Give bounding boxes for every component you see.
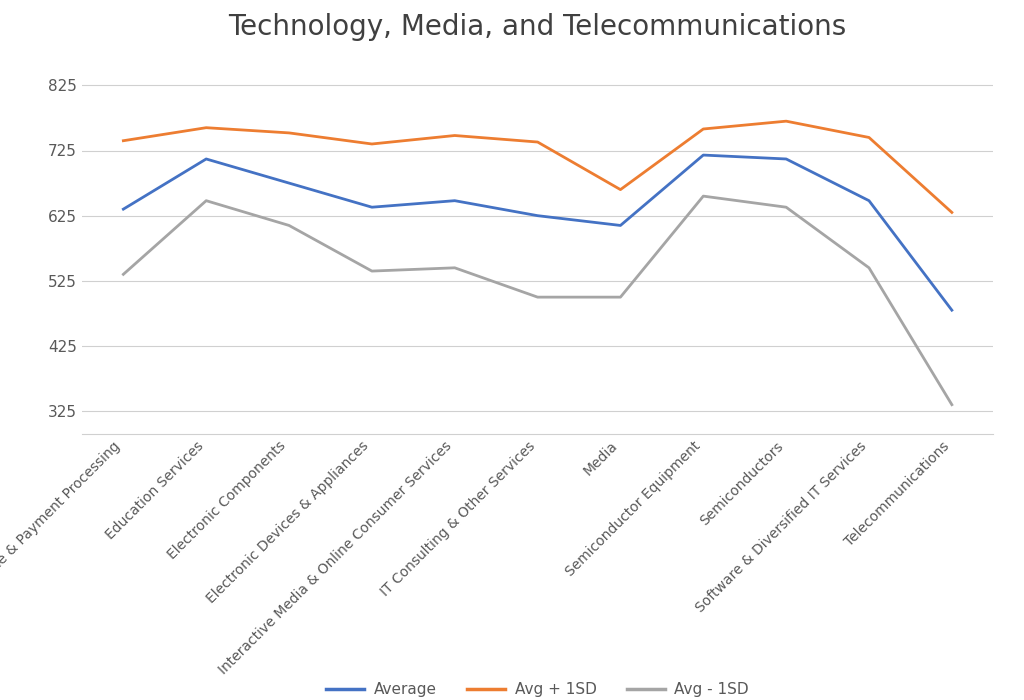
Legend: Average, Avg + 1SD, Avg - 1SD: Average, Avg + 1SD, Avg - 1SD xyxy=(321,676,755,700)
Title: Technology, Media, and Telecommunications: Technology, Media, and Telecommunication… xyxy=(228,13,847,41)
